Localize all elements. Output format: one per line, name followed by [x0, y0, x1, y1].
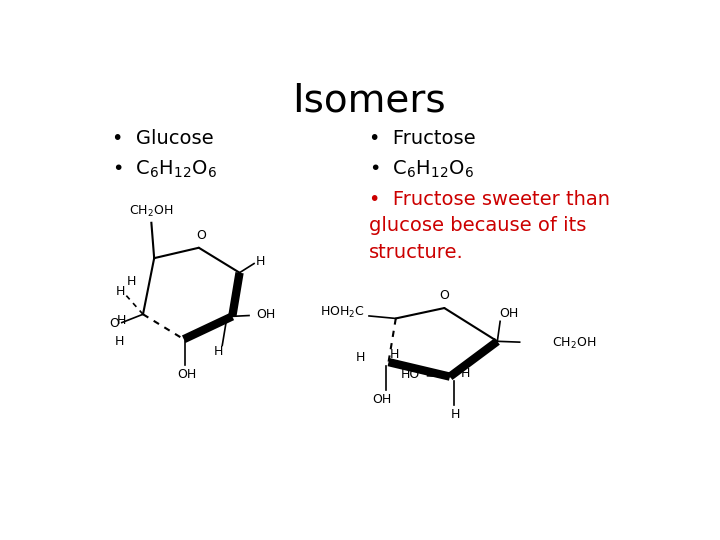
Text: OH: OH	[177, 368, 196, 381]
Text: CH$_2$OH: CH$_2$OH	[552, 336, 596, 351]
Text: O: O	[109, 318, 120, 330]
Text: H: H	[116, 285, 125, 298]
Text: H: H	[256, 254, 266, 267]
Text: HOH$_2$C: HOH$_2$C	[320, 305, 365, 320]
Text: OH: OH	[372, 393, 392, 406]
Text: •  Glucose: • Glucose	[112, 129, 214, 149]
Text: O: O	[197, 229, 207, 242]
Text: CH$_2$OH: CH$_2$OH	[130, 204, 174, 219]
Text: H: H	[451, 408, 460, 421]
Text: O: O	[439, 289, 449, 302]
Text: H: H	[461, 367, 470, 380]
Text: H: H	[390, 348, 399, 361]
Text: H: H	[214, 345, 223, 358]
Text: •  Fructose: • Fructose	[369, 129, 476, 149]
Text: HO: HO	[401, 368, 420, 381]
Text: H: H	[117, 314, 126, 327]
Text: H: H	[114, 335, 124, 348]
Text: •  Fructose sweeter than
glucose because of its
structure.: • Fructose sweeter than glucose because …	[369, 190, 610, 261]
Text: •  C$_6$H$_{12}$O$_6$: • C$_6$H$_{12}$O$_6$	[369, 158, 474, 180]
Text: •  C$_6$H$_{12}$O$_6$: • C$_6$H$_{12}$O$_6$	[112, 158, 217, 180]
Text: OH: OH	[256, 308, 275, 321]
Text: OH: OH	[499, 307, 518, 320]
Text: H: H	[127, 274, 137, 287]
Text: Isomers: Isomers	[292, 82, 446, 119]
Text: H: H	[356, 352, 365, 365]
